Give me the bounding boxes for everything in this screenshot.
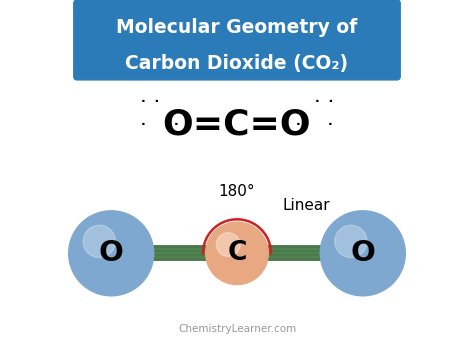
Text: O: O [350, 239, 375, 267]
Text: Linear: Linear [283, 198, 330, 213]
Text: ·: · [173, 118, 178, 131]
Text: O=C=O: O=C=O [163, 107, 311, 141]
Circle shape [216, 233, 240, 256]
Text: C: C [228, 240, 246, 266]
Text: Molecular Geometry of: Molecular Geometry of [117, 18, 357, 37]
Circle shape [69, 211, 154, 296]
Circle shape [320, 211, 405, 296]
Text: ChemistryLearner.com: ChemistryLearner.com [178, 324, 296, 334]
FancyBboxPatch shape [74, 0, 400, 80]
Text: Carbon Dioxide (CO₂): Carbon Dioxide (CO₂) [126, 54, 348, 73]
Text: ·: · [328, 118, 333, 131]
Text: O: O [99, 239, 124, 267]
Text: 180°: 180° [219, 184, 255, 199]
Text: ·: · [296, 118, 301, 131]
Text: ·  ·: · · [141, 95, 159, 108]
Circle shape [83, 225, 116, 258]
Circle shape [335, 225, 367, 258]
Circle shape [206, 222, 268, 285]
Text: ·  ·: · · [315, 95, 333, 108]
Text: ·: · [141, 118, 146, 131]
